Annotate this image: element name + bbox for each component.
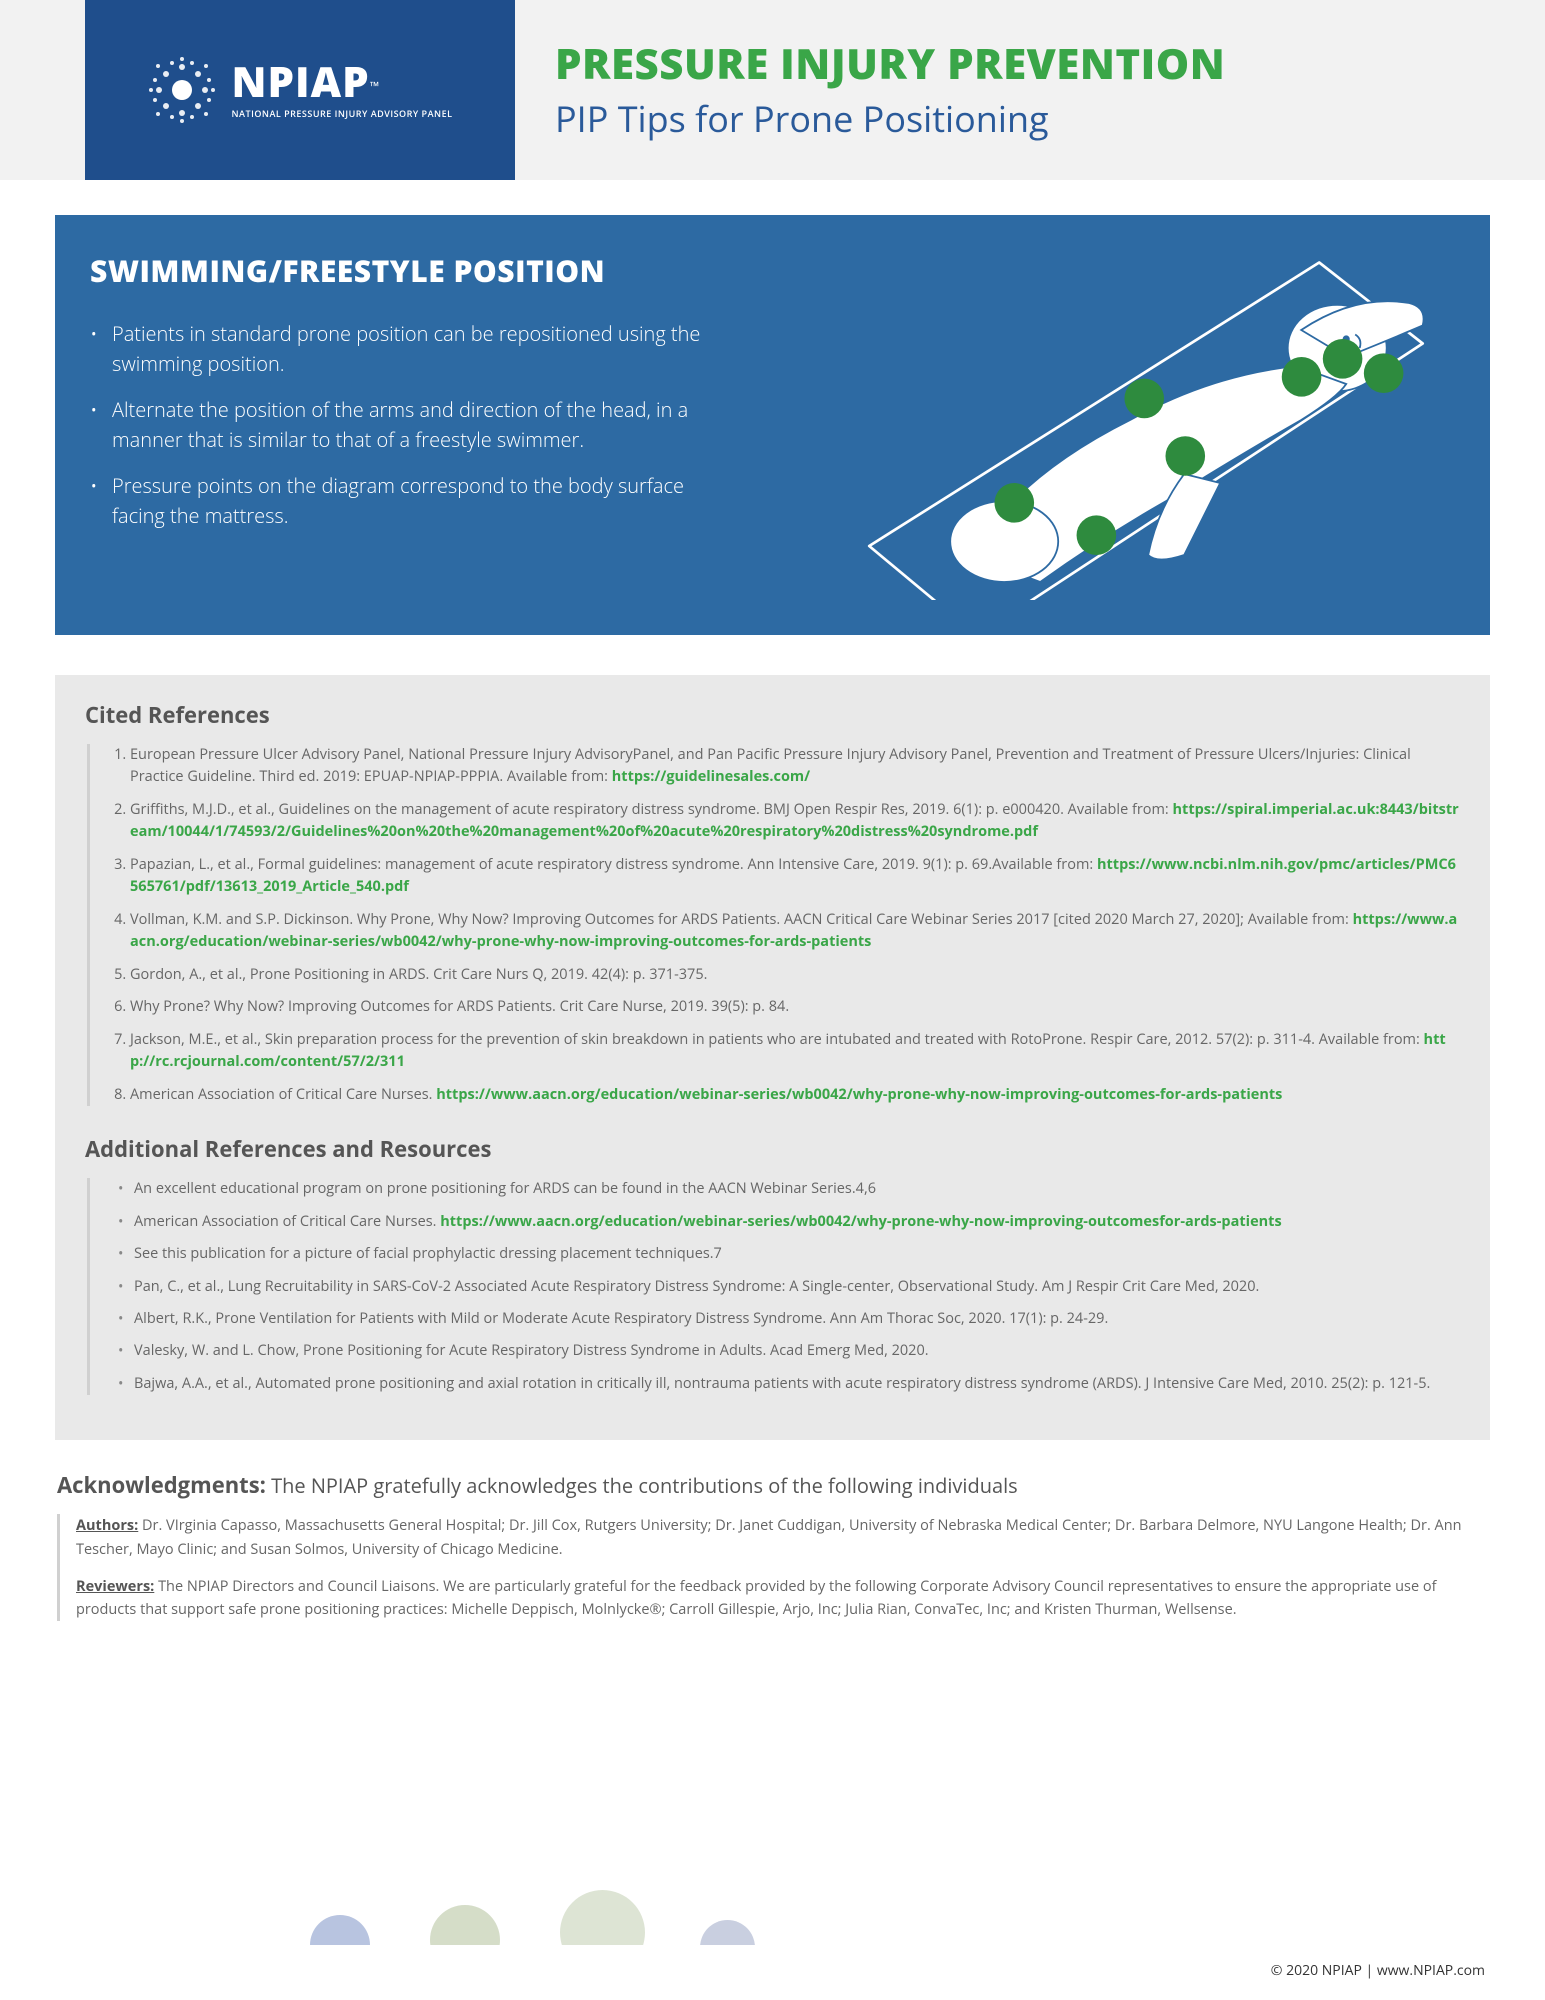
references-list: European Pressure Ulcer Advisory Panel, …	[87, 744, 1460, 1106]
reference-item: European Pressure Ulcer Advisory Panel, …	[130, 744, 1460, 789]
additional-item: An excellent educational program on pron…	[134, 1178, 1460, 1200]
reviewers-label: Reviewers:	[76, 1577, 154, 1596]
acknowledgments: Acknowledgments: The NPIAP gratefully ac…	[55, 1470, 1490, 1621]
pressure-point	[1076, 515, 1116, 555]
hero-diagram	[736, 250, 1450, 610]
ack-sub: The NPIAP gratefully acknowledges the co…	[266, 1472, 1018, 1499]
additional-item: See this publication for a picture of fa…	[134, 1243, 1460, 1265]
decorative-dot	[310, 1915, 370, 1945]
header-titles: PRESSURE INJURY PREVENTION PIP Tips for …	[515, 0, 1485, 180]
authors-label: Authors:	[76, 1516, 138, 1535]
pressure-point	[1165, 436, 1205, 476]
pressure-point	[1363, 353, 1403, 393]
reference-item: Vollman, K.M. and S.P. Dickinson. Why Pr…	[130, 909, 1460, 954]
additional-item: Valesky, W. and L. Chow, Prone Positioni…	[134, 1340, 1460, 1362]
logo-name: NPIAP	[231, 53, 369, 110]
references-heading: Cited References	[85, 700, 1460, 730]
reference-link[interactable]: https://guidelinesales.com/	[612, 767, 810, 786]
header-subtitle: PIP Tips for Prone Positioning	[555, 94, 1485, 143]
decorative-dot	[700, 1920, 755, 1945]
header-title: PRESSURE INJURY PREVENTION	[555, 35, 1485, 92]
hero-text: SWIMMING/FREESTYLE POSITION Patients in …	[90, 250, 716, 610]
logo-icon	[147, 55, 217, 125]
header: NPIAP™ NATIONAL PRESSURE INJURY ADVISORY…	[0, 0, 1545, 180]
references-section: Cited References European Pressure Ulcer…	[55, 675, 1490, 1440]
ack-heading: Acknowledgments:	[57, 1470, 266, 1500]
reference-link[interactable]: https://www.aacn.org/education/webinar-s…	[436, 1085, 1282, 1104]
additional-link[interactable]: https://www.aacn.org/education/webinar-s…	[440, 1212, 1281, 1231]
hero-bullet: Alternate the position of the arms and d…	[90, 395, 716, 455]
decorative-dot	[560, 1890, 645, 1945]
additional-heading: Additional References and Resources	[85, 1134, 1460, 1164]
additional-item: Bajwa, A.A., et al., Automated prone pos…	[134, 1373, 1460, 1395]
reference-item: Griffiths, M.J.D., et al., Guidelines on…	[130, 799, 1460, 844]
additional-list: An excellent educational program on pron…	[87, 1178, 1460, 1395]
additional-item: Albert, R.K., Prone Ventilation for Pati…	[134, 1308, 1460, 1330]
additional-item: American Association of Critical Care Nu…	[134, 1211, 1460, 1233]
pressure-point	[1322, 339, 1362, 379]
ack-body: Authors: Dr. VIrginia Capasso, Massachus…	[57, 1514, 1488, 1621]
additional-item: Pan, C., et al., Lung Recruitability in …	[134, 1276, 1460, 1298]
logo-subtitle: NATIONAL PRESSURE INJURY ADVISORY PANEL	[231, 107, 452, 120]
reference-item: Jackson, M.E., et al., Skin preparation …	[130, 1029, 1460, 1074]
reviewers-text: The NPIAP Directors and Council Liaisons…	[76, 1577, 1436, 1619]
hero-bullet: Patients in standard prone position can …	[90, 319, 716, 379]
pressure-point	[1124, 379, 1164, 419]
hero-bullets: Patients in standard prone position can …	[90, 319, 716, 531]
logo-block: NPIAP™ NATIONAL PRESSURE INJURY ADVISORY…	[85, 0, 515, 180]
hero-title: SWIMMING/FREESTYLE POSITION	[90, 250, 716, 291]
page: NPIAP™ NATIONAL PRESSURE INJURY ADVISORY…	[0, 0, 1545, 2000]
footer: © 2020 NPIAP | www.NPIAP.com	[1271, 1961, 1485, 1980]
authors-text: Dr. VIrginia Capasso, Massachusetts Gene…	[76, 1516, 1461, 1558]
pressure-point	[994, 483, 1034, 523]
reference-item: Papazian, L., et al., Formal guidelines:…	[130, 854, 1460, 899]
hero-bullet: Pressure points on the diagram correspon…	[90, 471, 716, 531]
reference-item: Why Prone? Why Now? Improving Outcomes f…	[130, 996, 1460, 1018]
logo-tm: ™	[370, 77, 379, 94]
reference-item: American Association of Critical Care Nu…	[130, 1084, 1460, 1106]
hero-section: SWIMMING/FREESTYLE POSITION Patients in …	[55, 215, 1490, 635]
reference-item: Gordon, A., et al., Prone Positioning in…	[130, 964, 1460, 986]
bottom-decoration	[0, 1865, 1545, 1945]
logo-text: NPIAP™ NATIONAL PRESSURE INJURY ADVISORY…	[231, 61, 452, 120]
pressure-point	[1281, 357, 1321, 397]
decorative-dot	[430, 1905, 500, 1945]
